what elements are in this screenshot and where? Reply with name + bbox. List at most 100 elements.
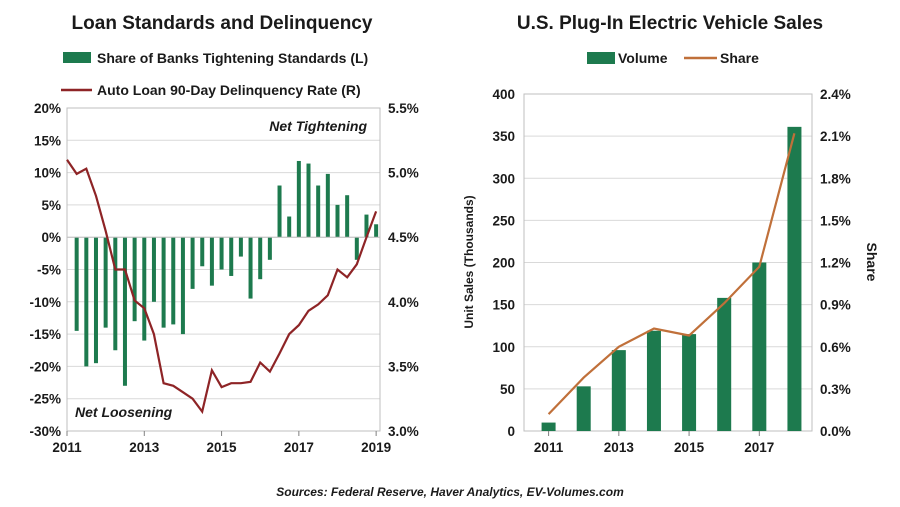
right-x-tick-label: 2011 xyxy=(534,440,564,455)
right-y-tick-label: 200 xyxy=(492,256,515,271)
left-right-tick-label: 5.5% xyxy=(388,101,419,116)
left-bar xyxy=(248,237,253,299)
right-share-axis-ticks: 2.4% 2.1% 1.8% 1.5% 1.2% 0.9% 0.6% 0.3% 0.0% xyxy=(820,87,851,439)
left-bar xyxy=(171,237,176,325)
right-share-tick-label: 0.9% xyxy=(820,298,851,313)
left-bar xyxy=(151,237,156,302)
left-x-axis-ticks: 2011 2013 2015 2017 2019 xyxy=(52,431,391,455)
left-legend-bar-swatch xyxy=(63,52,91,63)
right-volume-bar xyxy=(611,350,626,431)
left-bar xyxy=(316,185,321,238)
right-legend-share-label: Share xyxy=(720,50,759,66)
left-right-tick-label: 4.0% xyxy=(388,295,419,310)
left-x-tick-label: 2019 xyxy=(361,440,391,455)
right-volume-bar xyxy=(717,297,732,431)
left-bar xyxy=(364,214,369,238)
right-share-tick-label: 0.6% xyxy=(820,340,851,355)
right-y-tick-label: 250 xyxy=(492,213,515,228)
annotation-net-loosening: Net Loosening xyxy=(75,404,173,420)
right-share-line xyxy=(547,133,796,415)
left-bar xyxy=(287,216,292,238)
left-x-tick-label: 2013 xyxy=(129,440,160,455)
right-y-tick-label: 350 xyxy=(492,129,515,144)
right-x-tick-label: 2013 xyxy=(604,440,635,455)
right-share-tick-label: 0.0% xyxy=(820,424,851,439)
right-y-tick-label: 400 xyxy=(492,87,515,102)
left-y-tick-label: -5% xyxy=(37,263,61,278)
annotation-net-tightening: Net Tightening xyxy=(269,118,367,134)
right-share-tick-label: 2.4% xyxy=(820,87,851,102)
left-y-tick-label: 15% xyxy=(34,133,61,148)
right-chart: U.S. Plug-In Electric Vehicle Sales Volu… xyxy=(462,13,880,455)
right-y-tick-label: 50 xyxy=(500,382,515,397)
right-y-tick-label: 150 xyxy=(492,298,515,313)
left-right-tick-label: 4.5% xyxy=(388,230,419,245)
right-volume-bar xyxy=(787,126,802,432)
left-bar xyxy=(374,224,379,238)
left-right-tick-label: 3.5% xyxy=(388,359,419,374)
right-y-tick-label: 100 xyxy=(492,340,515,355)
right-share-tick-label: 0.3% xyxy=(820,382,851,397)
left-bar xyxy=(113,237,118,351)
left-bar xyxy=(229,237,234,276)
left-bar xyxy=(122,237,127,386)
right-y-tick-label: 0 xyxy=(507,424,515,439)
right-bars xyxy=(541,126,802,432)
right-gridlines xyxy=(524,93,812,432)
left-bar xyxy=(325,173,330,238)
left-bar xyxy=(84,237,89,367)
right-volume-bar xyxy=(682,334,697,431)
left-y-tick-label: -15% xyxy=(29,327,61,342)
left-bar xyxy=(258,237,263,280)
right-x-tick-label: 2015 xyxy=(674,440,705,455)
left-bar xyxy=(238,237,243,257)
left-bar xyxy=(74,237,79,331)
left-y-axis-ticks: 20% 15% 10% 5% 0% -5% -10% -15% -20% -25% -30% xyxy=(29,101,61,439)
left-bar xyxy=(354,237,359,260)
left-bar xyxy=(306,163,311,238)
left-bar xyxy=(103,237,108,328)
left-bar xyxy=(296,160,301,238)
right-legend-volume-swatch xyxy=(587,52,615,64)
left-y-tick-label: -25% xyxy=(29,392,61,407)
left-bar xyxy=(180,237,185,335)
left-bar xyxy=(267,237,272,260)
right-volume-bar xyxy=(646,330,661,431)
left-y-tick-label: 0% xyxy=(41,230,61,245)
right-volume-bar xyxy=(752,262,767,431)
left-legend-line-label: Auto Loan 90-Day Delinquency Rate (R) xyxy=(97,82,361,98)
left-chart: Loan Standards and Delinquency Share of … xyxy=(29,13,418,455)
right-volume-bar xyxy=(576,386,591,431)
left-right-axis-ticks: 5.5% 5.0% 4.5% 4.0% 3.5% 3.0% xyxy=(388,101,419,439)
left-bar xyxy=(277,185,282,238)
left-x-tick-label: 2011 xyxy=(52,440,82,455)
left-bar xyxy=(161,237,166,328)
left-bar xyxy=(345,195,350,238)
right-plot-frame xyxy=(523,93,813,432)
left-delinquency-line xyxy=(66,159,378,415)
left-legend-bar-label: Share of Banks Tightening Standards (L) xyxy=(97,50,368,66)
left-right-tick-label: 3.0% xyxy=(388,424,419,439)
left-bar xyxy=(93,237,98,364)
left-y-tick-label: 5% xyxy=(41,198,61,213)
right-share-tick-label: 2.1% xyxy=(820,129,851,144)
left-y-tick-label: -20% xyxy=(29,359,61,374)
left-bar xyxy=(219,237,224,270)
right-x-tick-label: 2017 xyxy=(744,440,774,455)
right-legend-volume-label: Volume xyxy=(618,50,668,66)
left-y-tick-label: -10% xyxy=(29,295,61,310)
right-share-tick-label: 1.8% xyxy=(820,171,851,186)
left-y-tick-label: 10% xyxy=(34,166,61,181)
left-bar xyxy=(209,237,214,286)
left-bar xyxy=(335,204,340,238)
right-y-axis-ticks: 400 350 300 250 200 150 100 50 0 xyxy=(492,87,515,439)
left-y-tick-label: -30% xyxy=(29,424,61,439)
right-y-tick-label: 300 xyxy=(492,171,515,186)
left-x-tick-label: 2017 xyxy=(284,440,314,455)
right-share-axis-label: Share xyxy=(864,243,880,282)
left-bar xyxy=(132,237,137,322)
right-share-tick-label: 1.5% xyxy=(820,213,851,228)
left-y-tick-label: 20% xyxy=(34,101,61,116)
left-x-tick-label: 2015 xyxy=(207,440,238,455)
